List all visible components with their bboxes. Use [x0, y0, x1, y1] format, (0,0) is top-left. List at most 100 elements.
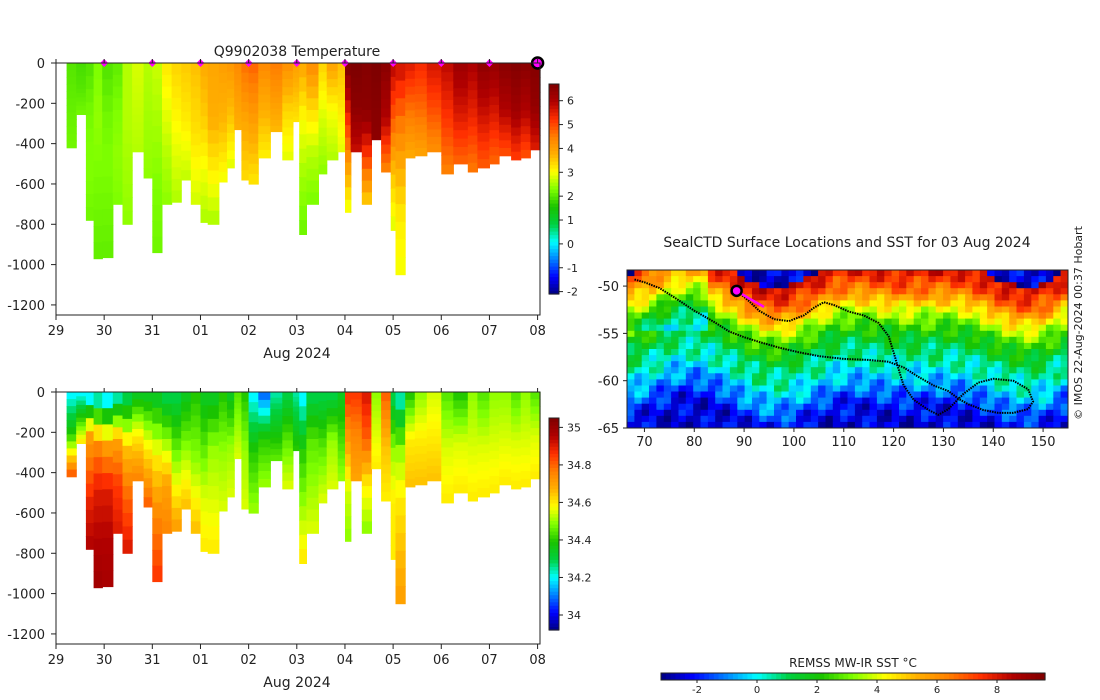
sst-cell — [678, 306, 687, 314]
sst-cell — [935, 397, 944, 405]
map-colorbar-segment — [953, 673, 960, 680]
profile-cell — [234, 124, 242, 131]
profile-cell — [467, 144, 478, 155]
sst-cell — [693, 355, 702, 362]
sst-cell — [737, 282, 746, 289]
profile-cell — [414, 446, 428, 455]
x-tick-label: 06 — [433, 653, 450, 668]
sst-cell — [1045, 270, 1054, 277]
profile-cell — [405, 70, 416, 80]
profile-cell — [132, 451, 145, 460]
sst-cell — [796, 294, 804, 301]
sst-cell — [641, 342, 650, 350]
sst-cell — [818, 349, 827, 356]
profile-cell — [477, 409, 490, 419]
sst-cell — [840, 294, 849, 301]
profile-cell — [282, 440, 294, 450]
sst-cell — [774, 330, 782, 338]
profile-cell — [326, 408, 339, 417]
sst-cell — [1038, 349, 1047, 356]
sst-cell — [928, 306, 937, 314]
sst-cell — [693, 385, 702, 393]
sst-cell — [634, 361, 643, 368]
profile-cell — [112, 462, 123, 475]
profile-cell — [162, 192, 173, 205]
sst-cell — [972, 300, 981, 308]
profile-cell — [350, 122, 363, 131]
profile-cell — [337, 443, 346, 452]
profile-cell — [258, 86, 271, 96]
profile-cell — [234, 85, 242, 92]
sst-cell — [1016, 318, 1025, 326]
profile-cell — [299, 477, 307, 493]
profile-cell — [218, 461, 228, 472]
sst-cell — [634, 306, 643, 314]
profile-cell — [477, 435, 490, 445]
sst-cell — [781, 282, 790, 289]
sst-cell — [825, 397, 834, 405]
profile-cell — [270, 125, 283, 133]
profile-cell — [66, 84, 77, 92]
sst-cell — [678, 300, 687, 308]
profile-cell — [390, 146, 397, 162]
sst-cell — [1016, 342, 1025, 350]
sst-cell — [840, 361, 849, 368]
profile-cell — [381, 99, 392, 109]
profile-cell — [414, 124, 428, 134]
sst-cell — [766, 385, 775, 393]
profile-cell — [477, 444, 490, 454]
profile-cell — [152, 94, 163, 111]
sst-cell — [722, 403, 731, 411]
sst-cell — [884, 306, 893, 314]
profile-cell — [143, 401, 153, 412]
sst-cell — [972, 306, 981, 314]
colorbar-segment — [549, 548, 559, 553]
map-colorbar-segment — [872, 673, 878, 680]
profile-cell — [426, 77, 442, 86]
sst-cell — [1031, 300, 1040, 308]
colorbar-segment — [549, 171, 559, 176]
sst-cell — [972, 282, 981, 289]
sst-cell — [950, 336, 959, 344]
sst-cell — [774, 288, 782, 295]
profile-cell — [171, 450, 182, 463]
sst-cell — [663, 355, 672, 362]
profile-cell — [190, 486, 201, 499]
sst-cell — [862, 415, 871, 423]
sst-cell — [700, 373, 709, 380]
sst-cell — [935, 415, 944, 423]
sst-cell — [752, 409, 760, 417]
sst-cell — [950, 276, 959, 283]
colorbar-segment — [549, 499, 559, 504]
profile-cell — [299, 177, 307, 193]
profile-cell — [200, 209, 209, 223]
sst-cell — [788, 330, 797, 338]
sst-cell — [744, 270, 753, 277]
sst-cell — [678, 270, 687, 277]
y-tick-label: -800 — [15, 547, 45, 562]
sst-cell — [700, 379, 709, 387]
profile-cell — [234, 453, 242, 460]
sst-cell — [752, 367, 760, 374]
sst-cell — [810, 324, 819, 332]
profile-cell — [477, 418, 490, 428]
profile-cell — [530, 442, 541, 451]
sst-cell — [810, 373, 819, 380]
sst-cell — [671, 318, 680, 326]
profile-cell — [441, 100, 454, 110]
sst-cell — [943, 421, 952, 428]
sst-cell — [810, 318, 819, 326]
sst-cell — [796, 409, 804, 417]
profile-cell — [258, 118, 271, 127]
sst-cell — [685, 330, 694, 338]
map-colorbar-frame — [660, 672, 1046, 681]
sst-cell — [876, 379, 885, 387]
profile-cell — [345, 75, 352, 89]
sst-cell — [641, 282, 650, 289]
sst-cell — [641, 367, 650, 374]
sst-cell — [862, 312, 871, 320]
sst-cell — [1016, 300, 1025, 308]
sst-cell — [707, 373, 716, 380]
sst-cell — [671, 312, 680, 320]
profile-cell — [152, 63, 163, 80]
